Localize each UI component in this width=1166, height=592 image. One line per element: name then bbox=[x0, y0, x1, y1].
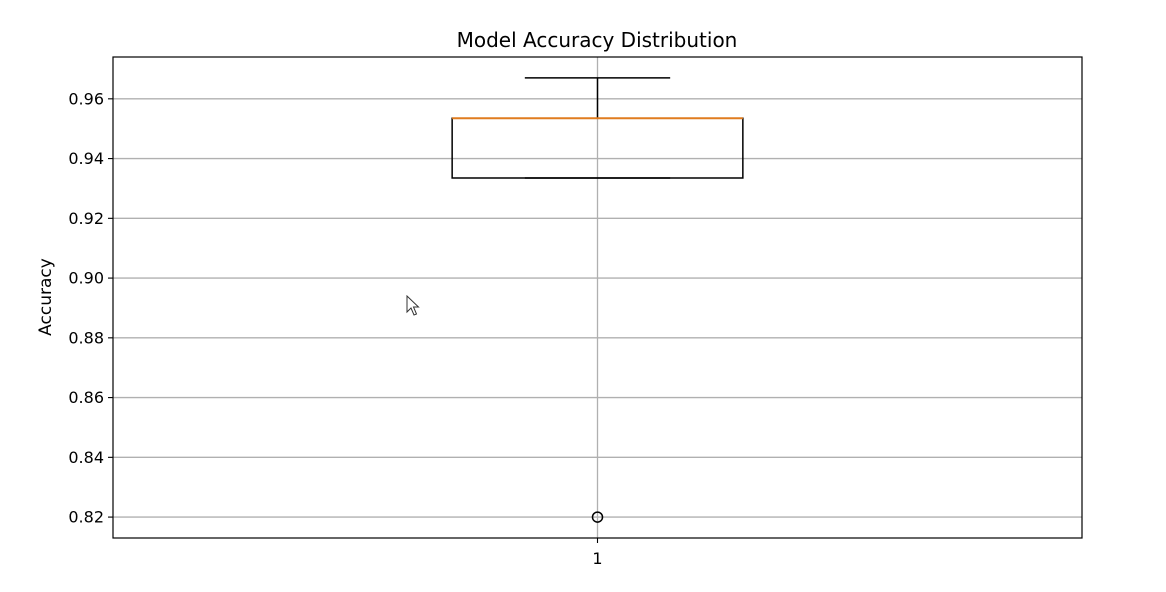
plot-frame bbox=[112, 56, 1083, 539]
y-tick-label: 0.84 bbox=[68, 448, 104, 467]
box-plot-layer bbox=[451, 77, 744, 523]
outlier-point bbox=[591, 511, 604, 523]
chart-title: Model Accuracy Distribution bbox=[457, 28, 738, 52]
grid-layer bbox=[113, 57, 1082, 538]
y-axis-label: Accuracy bbox=[36, 258, 56, 336]
y-tick-label: 0.96 bbox=[68, 89, 104, 108]
y-tick-label: 0.92 bbox=[68, 209, 104, 228]
y-tick-label: 0.82 bbox=[68, 508, 104, 527]
x-tick-label: 1 bbox=[592, 549, 602, 568]
y-tick-label: 0.88 bbox=[68, 328, 104, 347]
mouse-pointer-icon bbox=[406, 295, 420, 316]
y-tick-label: 0.86 bbox=[68, 388, 104, 407]
box-1 bbox=[451, 77, 744, 523]
y-tick-label: 0.94 bbox=[68, 149, 104, 168]
x-axis-ticks: 1 bbox=[592, 538, 603, 568]
y-axis-ticks: 0.82 0.84 0.86 0.88 0.90 0.92 0.94 0.96 bbox=[68, 89, 113, 527]
y-tick-label: 0.90 bbox=[68, 269, 104, 288]
